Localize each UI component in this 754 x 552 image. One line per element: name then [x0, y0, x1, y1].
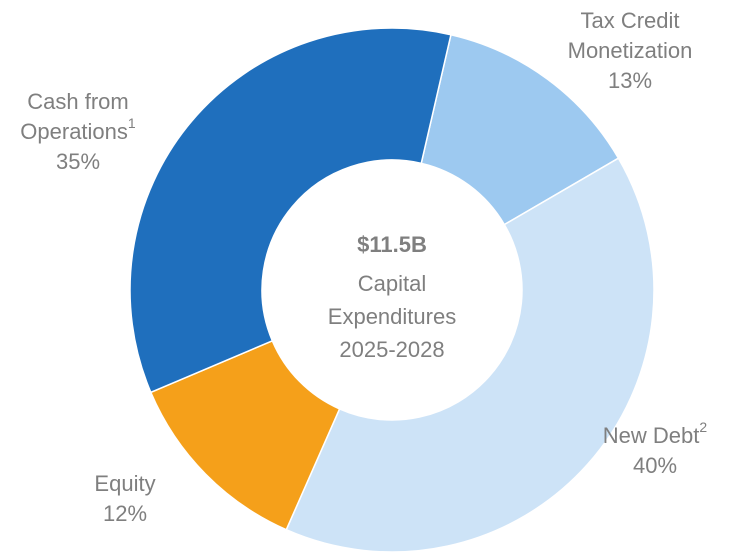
segment-label-text: Tax Credit — [580, 8, 679, 33]
segment-label: Tax Credit — [580, 8, 679, 33]
footnote-mark: 2 — [699, 419, 707, 435]
segment-label: Cash from — [27, 89, 128, 114]
segment-label: Operations1 — [20, 115, 136, 144]
center-text: Capital — [358, 271, 426, 296]
segment-label: New Debt2 — [603, 419, 708, 448]
value-label: 12% — [103, 501, 147, 526]
center-title: $11.5B — [357, 232, 427, 257]
donut-segment — [129, 27, 452, 394]
value-label: 40% — [633, 453, 677, 478]
value-label: 35% — [56, 149, 100, 174]
segment-label: Equity — [94, 471, 155, 496]
segment-label-text: Monetization — [568, 38, 693, 63]
segment-label-text: Equity — [94, 471, 155, 496]
footnote-mark: 1 — [128, 115, 136, 131]
segment-label: Monetization — [568, 38, 693, 63]
segment-label-text: New Debt — [603, 423, 700, 448]
value-label: 13% — [608, 68, 652, 93]
center-text: 2025-2028 — [339, 337, 444, 362]
segment-label-text: Operations — [20, 119, 128, 144]
donut-segment — [285, 157, 655, 552]
segment-label-text: Cash from — [27, 89, 128, 114]
center-text: Expenditures — [328, 304, 456, 329]
